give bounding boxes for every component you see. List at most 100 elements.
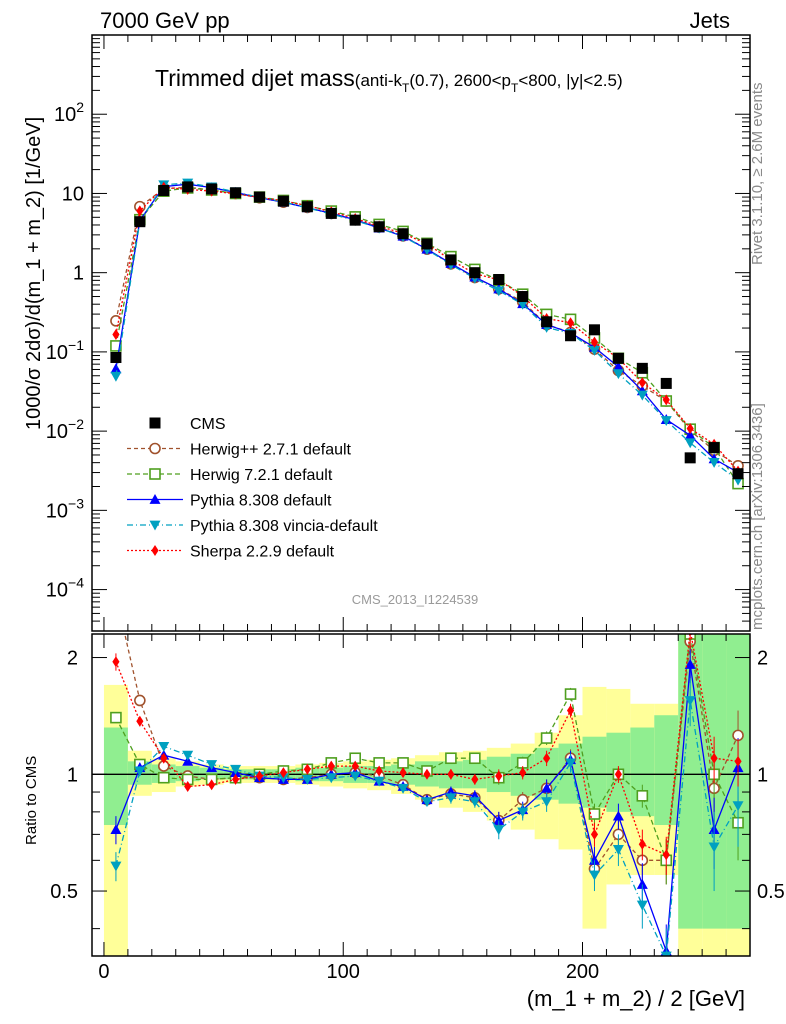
ratio-band-stat	[103, 727, 128, 826]
legend-marker-pythia-8-308-default	[149, 494, 161, 504]
ratio-point-pythia-8-308-vincia-default	[517, 807, 529, 818]
ratio-point-sherpa-2-2-9-default	[160, 752, 168, 764]
legend-label-pythia-8-308-default: Pythia 8.308 default	[190, 493, 332, 510]
ratio-point-herwig-7-2-1-default	[110, 711, 122, 724]
ratio-point-pythia-8-308-vincia-default	[588, 870, 600, 881]
data-point-cms	[588, 324, 600, 336]
data-point-cms	[206, 183, 218, 195]
ratio-point-pythia-8-308-vincia-default	[732, 801, 744, 812]
ratio-point-pythia-8-308-vincia-default	[397, 783, 409, 794]
data-point-cms	[517, 291, 529, 303]
ratio-point-pythia-8-308-vincia-default	[230, 764, 242, 775]
ratio-point-sherpa-2-2-9-default	[447, 768, 455, 780]
legend-marker-cms	[149, 417, 161, 429]
axes: 0 100 200 10−4 10−3 10−2 10−1 1 10 102 0.5 0.5 1 1 2 2	[46, 34, 785, 983]
y-tick-label: 10−3	[46, 495, 84, 522]
data-point-pythia-8-308-vincia-default	[588, 345, 600, 356]
ratio-point-sherpa-2-2-9-default	[303, 763, 311, 775]
y-tick-label: 10−1	[46, 337, 84, 364]
legend-marker-herwig-7-2-1-default	[149, 468, 161, 480]
data-point-cms	[565, 330, 577, 342]
ratio-point-herwig-7-2-1-default	[445, 752, 457, 765]
data-point-cms	[277, 195, 289, 207]
data-point-pythia-8-308-default	[684, 429, 696, 440]
series-line-herwig-7-2-1-default	[115, 187, 739, 484]
data-point-cms	[708, 442, 720, 454]
ratio-point-pythia-8-308-default	[612, 810, 624, 821]
data-point-sherpa-2-2-9-default	[112, 329, 120, 341]
chart-title: Trimmed dijet mass(anti-kT(0.7), 2600<pT…	[155, 65, 623, 95]
data-point-pythia-8-308-vincia-default	[708, 457, 720, 468]
ratio-point-pythia-8-308-default	[636, 878, 648, 889]
ratio-point-herwig-7-2-1-default	[397, 757, 409, 769]
legend: CMS Herwig++ 2.7.1 default Herwig 7.2.1 de…	[127, 416, 378, 561]
ratio-tick-label-right: 1	[757, 764, 768, 786]
ratio-point-pythia-8-308-default	[110, 824, 122, 835]
ratio-point-herwig-7-2-1-default	[564, 688, 577, 700]
data-point-cms	[110, 351, 122, 363]
ratio-point-sherpa-2-2-9-default	[543, 752, 551, 764]
data-point-cms	[612, 352, 624, 364]
data-point-pythia-8-308-default	[110, 363, 122, 374]
ratio-point-pythia-8-308-vincia-default	[612, 845, 624, 855]
ratio-point-pythia-8-308-vincia-default	[349, 771, 361, 782]
ratio-band-stat	[199, 767, 224, 780]
ratio-point-herwig-7-2-1-default	[157, 771, 170, 784]
data-point-cms	[445, 254, 457, 266]
ratio-point-sherpa-2-2-9-default	[495, 770, 503, 782]
ratio-point-sherpa-2-2-9-default	[255, 770, 264, 782]
data-point-cms	[469, 267, 481, 279]
ratio-tick-label-left: 2	[67, 648, 78, 670]
ratio-point-herwig-2-7-1-default	[111, 590, 121, 600]
data-point-cms	[301, 201, 313, 213]
data-point-cms	[636, 362, 648, 374]
ratio-point-pythia-8-308-vincia-default	[565, 758, 577, 769]
legend-label-sherpa-2-2-9-default: Sherpa 2.2.9 default	[190, 544, 335, 561]
data-point-cms	[349, 214, 361, 226]
ratio-point-pythia-8-308-vincia-default	[541, 797, 553, 808]
legend-label-pythia-8-308-vincia-default: Pythia 8.308 vincia-default	[190, 518, 378, 535]
watermark: CMS_2013_I1224539	[352, 592, 479, 607]
ratio-point-pythia-8-308-vincia-default	[684, 696, 696, 706]
ratio-point-pythia-8-308-vincia-default	[110, 861, 122, 872]
ratio-band-stat	[654, 715, 679, 826]
data-point-pythia-8-308-vincia-default	[660, 416, 672, 427]
series-line-herwig-2-7-1-default	[115, 186, 739, 467]
ratio-band-stat	[630, 727, 655, 817]
ratio-point-pythia-8-308-vincia-default	[445, 793, 457, 804]
y-tick-label: 10−2	[46, 416, 84, 443]
data-point-sherpa-2-2-9-default	[136, 205, 144, 217]
ratio-point-sherpa-2-2-9-default	[471, 773, 479, 785]
data-point-sherpa-2-2-9-default	[566, 317, 575, 329]
ratio-point-herwig-2-7-1-default	[134, 694, 146, 707]
ratio-point-pythia-8-308-vincia-default	[636, 900, 648, 911]
ratio-point-pythia-8-308-vincia-default	[373, 776, 385, 787]
legend-label-herwig-2-7-1-default: Herwig++ 2.7.1 default	[190, 442, 352, 459]
ratio-point-sherpa-2-2-9-default	[112, 656, 120, 668]
data-point-cms	[158, 184, 170, 196]
data-point-cms	[182, 181, 194, 193]
y-tick-label: 10	[62, 183, 84, 205]
data-point-cms	[660, 377, 672, 389]
side-label-top: Rivet 3.1.10, ≥ 2.6M events	[749, 83, 766, 266]
ratio-point-herwig-7-2-1-default	[469, 752, 481, 765]
ratio-tick-label-left: 1	[67, 764, 78, 786]
ratio-y-axis-label: Ratio to CMS	[23, 756, 40, 845]
y-tick-label: 102	[54, 99, 84, 126]
ratio-point-sherpa-2-2-9-default	[184, 781, 192, 793]
ratio-series-layer	[92, 590, 750, 956]
side-label-bottom: mcplots.cern.ch [arXiv:1306.3436]	[749, 403, 766, 630]
ratio-point-sherpa-2-2-9-default	[590, 828, 599, 840]
ratio-point-sherpa-2-2-9-default	[566, 705, 575, 717]
ratio-point-sherpa-2-2-9-default	[519, 767, 527, 779]
header-left: 7000 GeV pp	[100, 8, 230, 33]
ratio-point-sherpa-2-2-9-default	[399, 767, 407, 779]
ratio-point-pythia-8-308-vincia-default	[301, 775, 313, 785]
ratio-point-sherpa-2-2-9-default	[351, 760, 359, 772]
data-point-sherpa-2-2-9-default	[662, 394, 670, 406]
ratio-band-stat	[582, 736, 607, 808]
ratio-point-pythia-8-308-vincia-default	[158, 742, 170, 752]
ratio-line-sherpa-2-2-9-default	[115, 634, 739, 856]
ratio-point-pythia-8-308-vincia-default	[182, 750, 194, 761]
data-point-pythia-8-308-vincia-default	[612, 369, 624, 380]
